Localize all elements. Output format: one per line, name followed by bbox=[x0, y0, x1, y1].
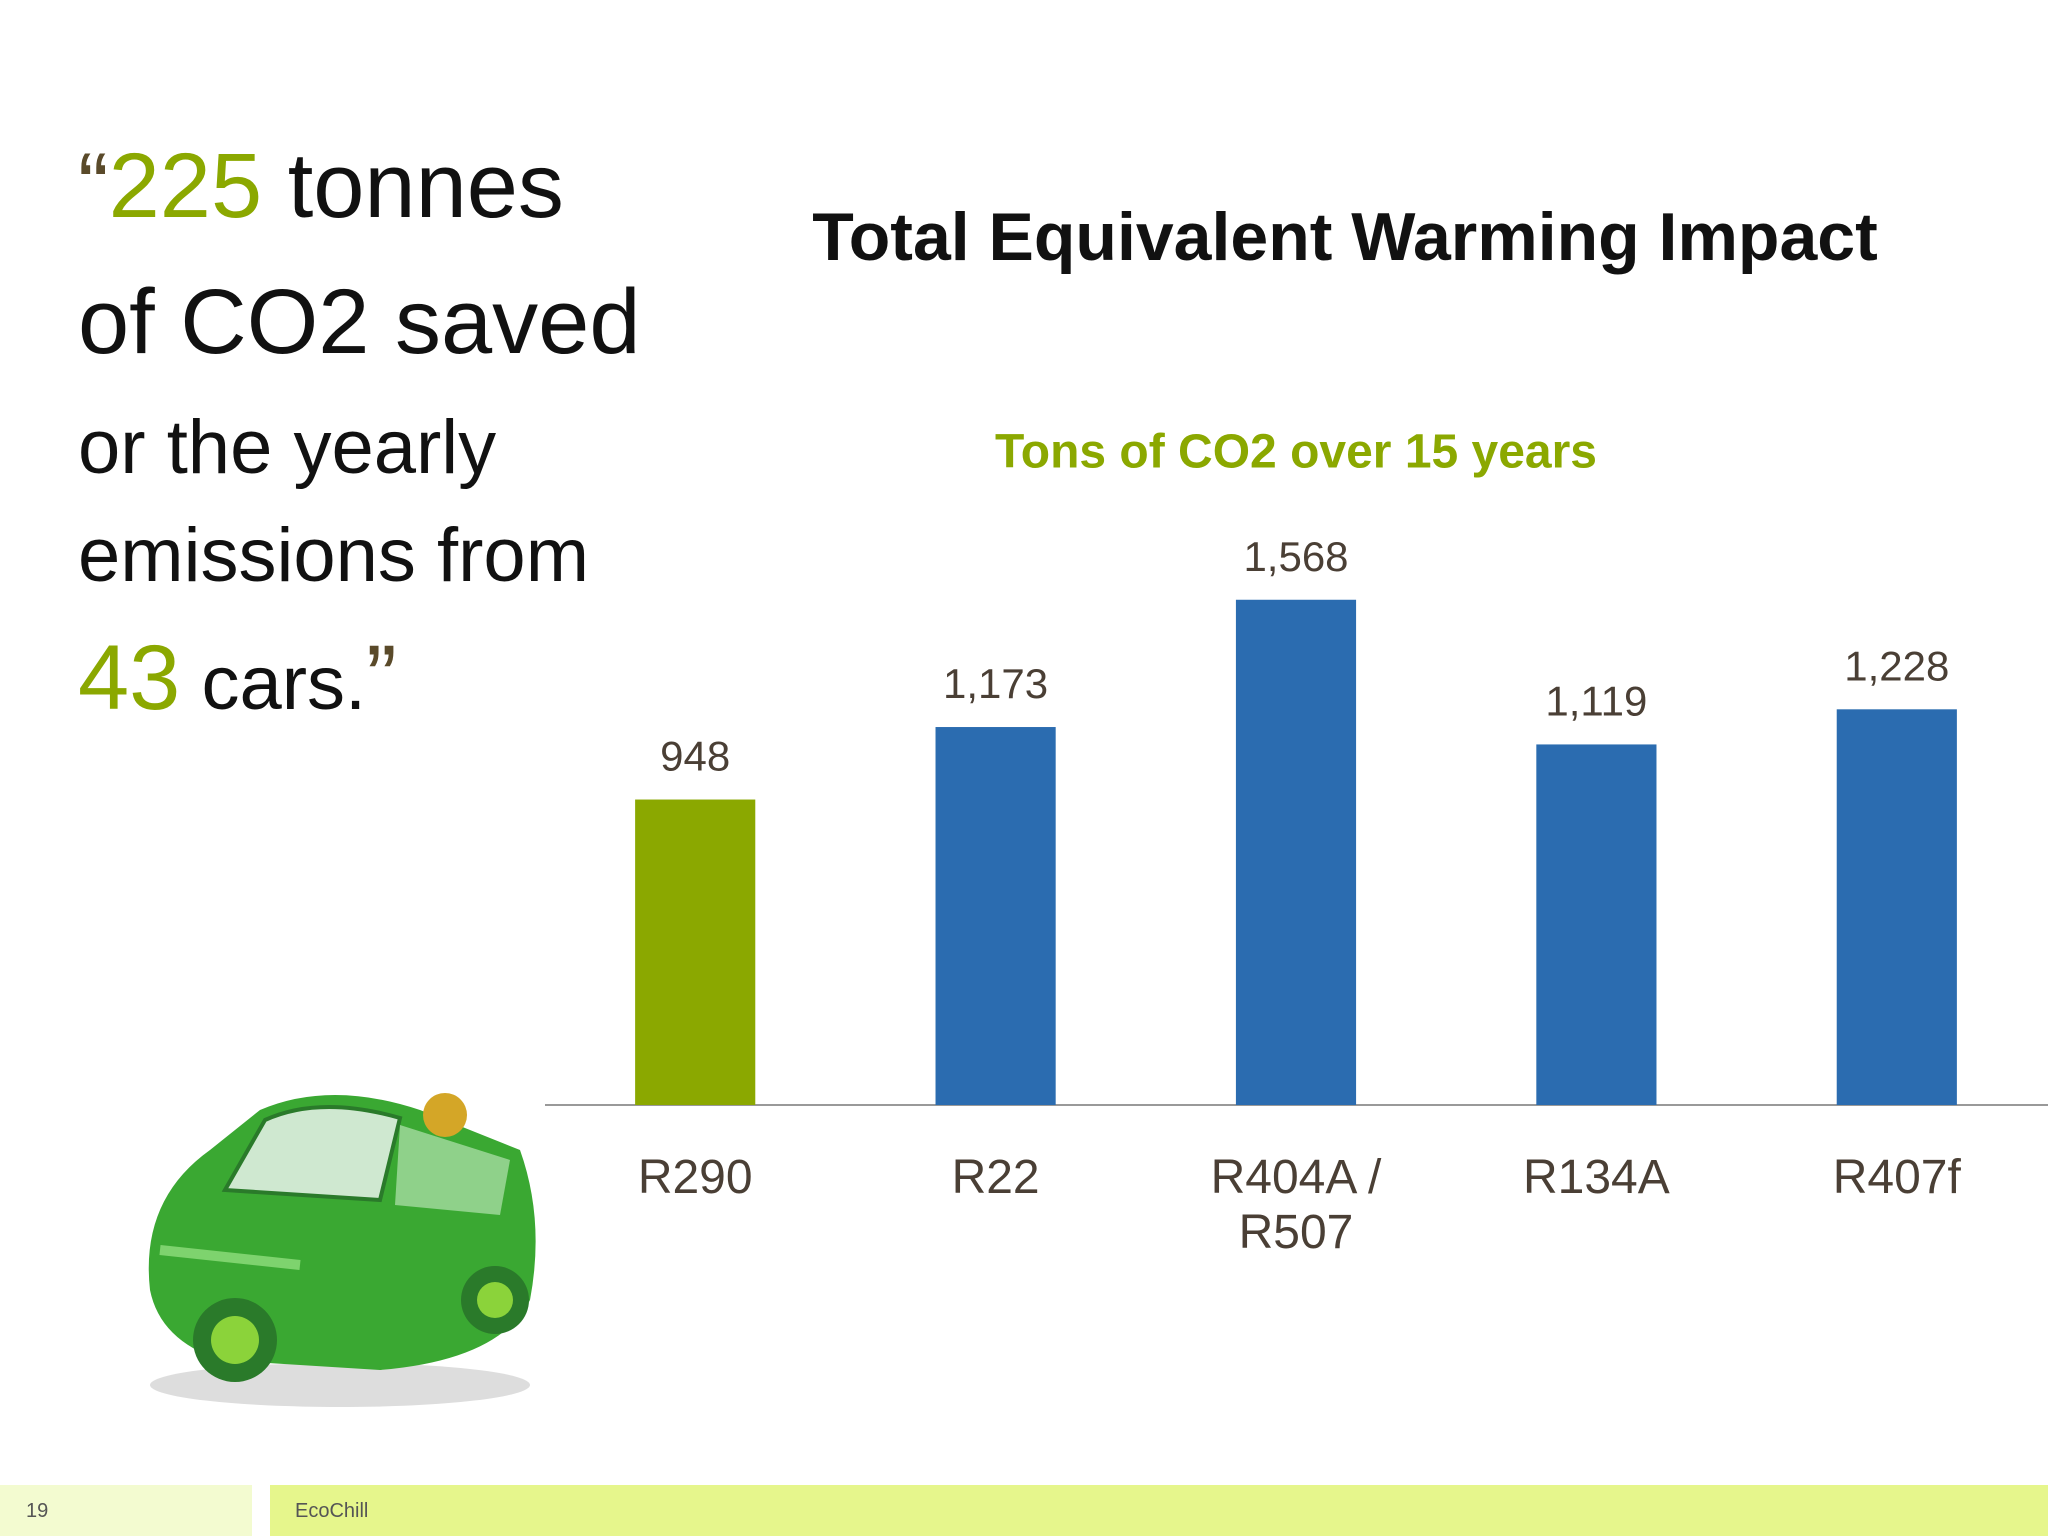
x-tick-label: R22 bbox=[951, 1151, 1040, 1204]
highlight: 43 bbox=[78, 627, 181, 729]
value-label: 1,568 bbox=[1243, 533, 1348, 580]
bar bbox=[1235, 599, 1357, 1105]
value-label: 1,228 bbox=[1844, 642, 1949, 689]
quote-text: of CO2 saved bbox=[78, 271, 641, 373]
x-tick-label: R407f bbox=[1832, 1151, 1961, 1204]
quote-line: or the yearly bbox=[78, 410, 496, 486]
chart-subtitle: Tons of CO2 over 15 years bbox=[995, 426, 1597, 479]
x-tick-label: R404A / R507 bbox=[1210, 1151, 1382, 1260]
car-illustration bbox=[148, 1093, 536, 1407]
quote-line: of CO2 saved bbox=[78, 276, 641, 368]
footer-band bbox=[0, 1485, 252, 1536]
quote-line: emissions from bbox=[78, 518, 589, 594]
quote-text: emissions from bbox=[78, 513, 589, 598]
value-label: 1,173 bbox=[943, 660, 1048, 707]
chart-title: Total Equivalent Warming Impact bbox=[812, 199, 1877, 275]
quote-line: 43 cars.” bbox=[78, 632, 397, 724]
footer-band bbox=[270, 1485, 2048, 1536]
quote-text: tonnes bbox=[262, 135, 564, 237]
bar bbox=[635, 799, 756, 1105]
quote-mark: ” bbox=[366, 627, 397, 729]
quote-line: “225 tonnes bbox=[78, 140, 564, 232]
quote-text: cars. bbox=[180, 641, 367, 726]
page-number: 19 bbox=[26, 1500, 49, 1522]
value-label: 1,119 bbox=[1545, 678, 1647, 725]
quote-text: or the yearly bbox=[78, 405, 497, 490]
x-tick-label: R290 bbox=[637, 1151, 753, 1204]
x-tick-label: R134A bbox=[1523, 1151, 1670, 1204]
bar bbox=[1836, 709, 1957, 1105]
highlight: 225 bbox=[108, 135, 263, 237]
bar bbox=[1536, 744, 1657, 1105]
footer-brand: EcoChill bbox=[295, 1500, 369, 1522]
value-label: 948 bbox=[660, 733, 730, 780]
bar bbox=[935, 727, 1056, 1105]
quote-mark: “ bbox=[78, 135, 109, 237]
